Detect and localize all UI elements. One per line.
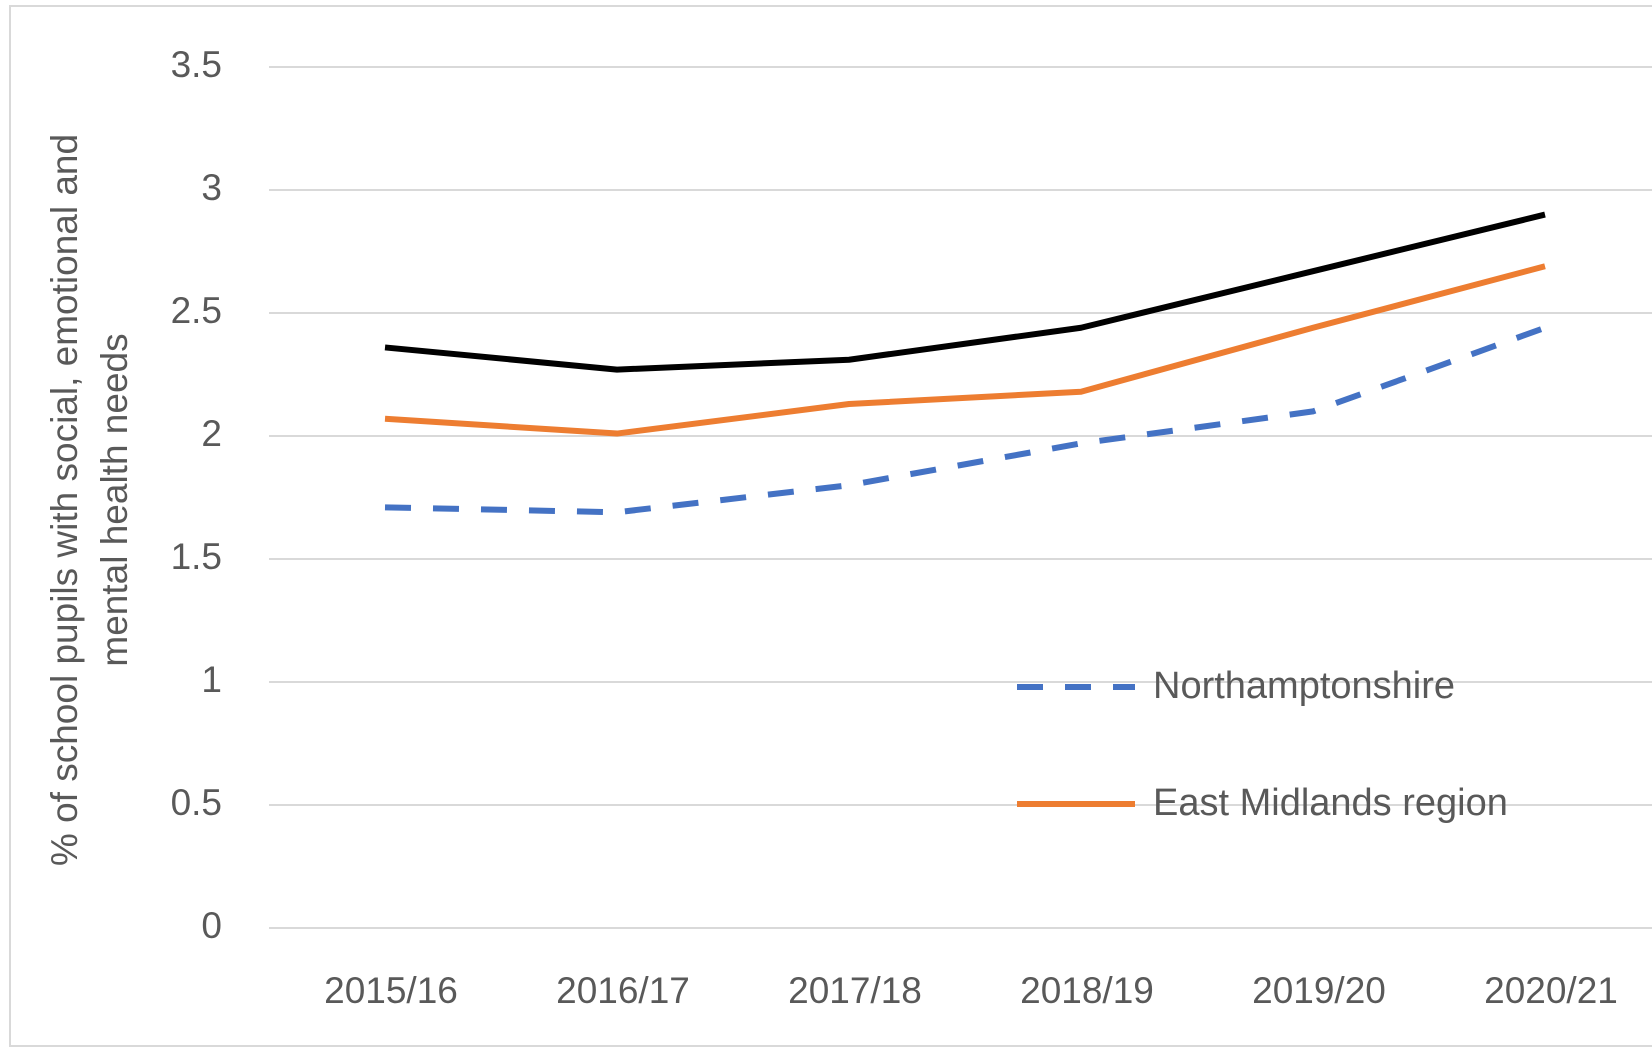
x-tick-label: 2019/20	[1252, 970, 1386, 1011]
y-tick-label: 3	[201, 167, 222, 208]
series-line	[384, 324, 1547, 516]
y-tick-label: 3.5	[171, 44, 222, 85]
series-line	[384, 211, 1546, 373]
y-axis-label: % of school pupils with social, emotiona…	[44, 133, 135, 867]
y-tick-label: 2	[201, 413, 222, 454]
x-tick-label: 2015/16	[324, 970, 458, 1011]
x-tick-label: 2020/21	[1484, 970, 1618, 1011]
x-tick-label: 2017/18	[788, 970, 922, 1011]
legend-label: Northamptonshire	[1153, 665, 1456, 707]
x-tick-label: 2016/17	[556, 970, 690, 1011]
series-line	[384, 263, 1546, 437]
y-tick-label: 1	[201, 659, 222, 700]
chart-frame	[9, 5, 1652, 1047]
y-tick-label: 2.5	[171, 290, 222, 331]
y-tick-label: 0.5	[171, 782, 222, 823]
legend-label: East Midlands region	[1153, 782, 1508, 824]
y-tick-label: 1.5	[171, 536, 222, 577]
y-tick-label: 0	[201, 905, 222, 946]
x-tick-label: 2018/19	[1020, 970, 1154, 1011]
